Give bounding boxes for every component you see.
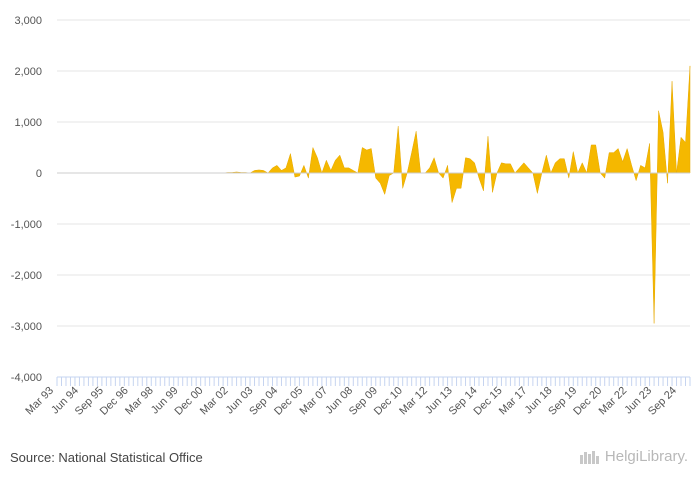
x-tick-label: Mar 93 (23, 385, 56, 418)
chart: 3,000 2,000 1,000 0 -1,000 -2,000 -3,000 -4,000… (11, 15, 691, 418)
library-icon (579, 450, 599, 464)
gridlines (57, 19, 690, 378)
y-tick-label: 3,000 (14, 15, 42, 27)
y-tick-label: 1,000 (14, 117, 42, 129)
source-note: Source: National Statistical Office (10, 450, 203, 465)
x-tick-label: Mar 98 (123, 385, 156, 418)
x-tick-label: Sep 24 (646, 385, 679, 418)
x-tick-label: Mar 02 (198, 385, 231, 418)
y-tick-label: -2,000 (11, 270, 42, 282)
y-tick-label: -1,000 (11, 219, 42, 231)
y-tick-label: -3,000 (11, 321, 42, 333)
brand-name: HelgiLibrary. (604, 448, 688, 465)
x-tick-label: Mar 22 (597, 385, 630, 418)
x-tick-label: Mar 07 (298, 385, 331, 418)
x-tick-label: Mar 12 (397, 385, 430, 418)
y-tick-label: -4,000 (11, 372, 42, 384)
y-axis: 3,000 2,000 1,000 0 -1,000 -2,000 -3,000 -4,000 (11, 15, 42, 384)
y-tick-label: 0 (36, 168, 42, 180)
area-fill (57, 65, 691, 324)
y-tick-label: 2,000 (14, 66, 42, 78)
x-tick-label: Mar 17 (497, 385, 530, 418)
brand-logo: HelgiLibrary. (579, 448, 688, 465)
area-series (57, 65, 691, 324)
